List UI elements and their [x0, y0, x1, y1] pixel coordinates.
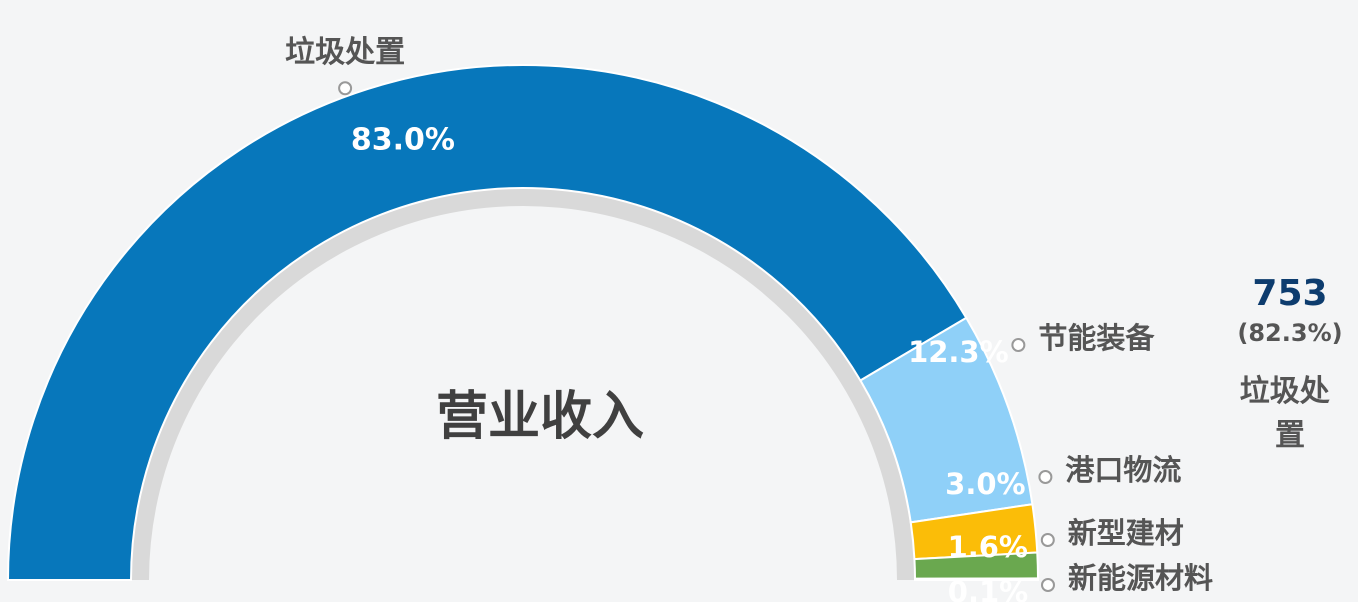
category-label: 新型建材	[1068, 516, 1184, 550]
tooltip-percent: (82.3%)	[1237, 319, 1342, 347]
data-label: 83.0%	[351, 123, 455, 158]
data-label: 3.0%	[945, 467, 1025, 501]
tooltip-name-line: 置	[1275, 418, 1305, 453]
category-label: 节能装备	[1038, 321, 1155, 355]
tooltip-name-line: 垃圾处	[1240, 374, 1330, 409]
data-label: 1.6%	[948, 530, 1028, 564]
center-title: 营业收入	[436, 387, 644, 447]
slice	[913, 577, 1040, 581]
label-dot	[1040, 533, 1055, 547]
label-dot	[1011, 338, 1026, 352]
data-label: 12.3%	[908, 335, 1009, 369]
label-dot	[1040, 578, 1055, 592]
data-label: 0.1%	[948, 575, 1028, 602]
category-label: 垃圾处置	[285, 35, 405, 70]
tooltip-value: 753	[1252, 273, 1327, 314]
label-dot	[1038, 470, 1053, 484]
category-label: 港口物流	[1065, 453, 1181, 487]
category-label: 新能源材料	[1068, 561, 1213, 595]
tooltip-name: 垃圾处 置	[1240, 374, 1340, 453]
label-dot	[338, 81, 353, 96]
slice	[6, 64, 968, 581]
